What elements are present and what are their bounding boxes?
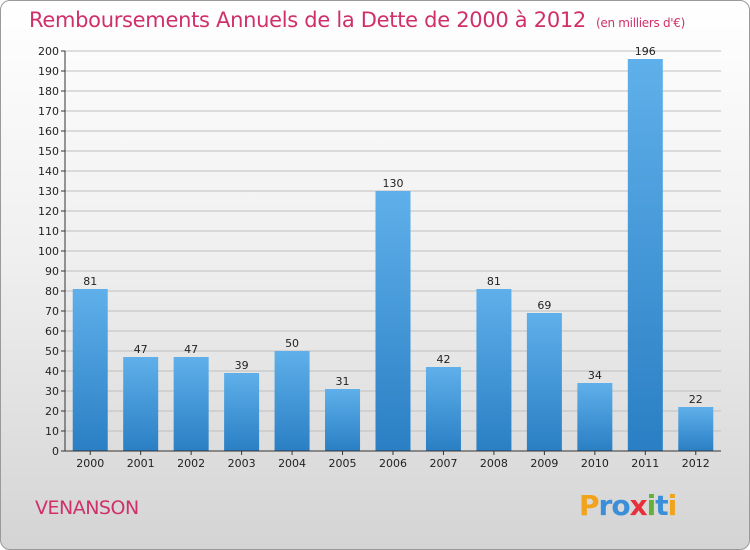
proxiti-logo: Proxiti bbox=[579, 489, 677, 522]
value-label: 81 bbox=[83, 275, 97, 288]
x-tick-label: 2007 bbox=[429, 457, 457, 470]
value-label: 81 bbox=[487, 275, 501, 288]
bar-2004 bbox=[274, 351, 310, 451]
bar-2006 bbox=[375, 191, 411, 451]
bar-2011 bbox=[627, 59, 663, 451]
x-tick-label: 2003 bbox=[228, 457, 256, 470]
value-label: 39 bbox=[235, 359, 249, 372]
bar-2012 bbox=[678, 407, 714, 451]
y-tick-label: 180 bbox=[38, 85, 59, 98]
x-tick-label: 2002 bbox=[177, 457, 205, 470]
y-tick-label: 50 bbox=[45, 345, 59, 358]
y-tick-label: 90 bbox=[45, 265, 59, 278]
bars bbox=[72, 59, 714, 451]
town-name: VENANSON bbox=[35, 497, 139, 519]
y-tick-label: 0 bbox=[52, 445, 59, 458]
x-tick-label: 2004 bbox=[278, 457, 306, 470]
y-tick-label: 110 bbox=[38, 225, 59, 238]
value-label: 130 bbox=[383, 177, 404, 190]
x-tick-label: 2011 bbox=[631, 457, 659, 470]
y-tick-label: 100 bbox=[38, 245, 59, 258]
x-tick-label: 2009 bbox=[530, 457, 558, 470]
bar-2010 bbox=[577, 383, 613, 451]
y-tick-label: 40 bbox=[45, 365, 59, 378]
x-tick-label: 2008 bbox=[480, 457, 508, 470]
y-tick-label: 120 bbox=[38, 205, 59, 218]
bar-2009 bbox=[526, 313, 562, 451]
bar-2005 bbox=[325, 389, 361, 451]
value-label: 42 bbox=[436, 353, 450, 366]
y-tick-label: 140 bbox=[38, 165, 59, 178]
x-tick-label: 2006 bbox=[379, 457, 407, 470]
value-label: 50 bbox=[285, 337, 299, 350]
x-tick-label: 2000 bbox=[76, 457, 104, 470]
x-tick-label: 2012 bbox=[682, 457, 710, 470]
bar-2002 bbox=[173, 357, 209, 451]
bar-2008 bbox=[476, 289, 512, 451]
y-tick-label: 190 bbox=[38, 65, 59, 78]
y-tick-label: 20 bbox=[45, 405, 59, 418]
value-label: 22 bbox=[689, 393, 703, 406]
labels: 0 10 20 30 40 50 60 70 80 90 100 110 120 130 140 150 160… bbox=[38, 45, 710, 470]
bar-2007 bbox=[425, 367, 461, 451]
value-label: 196 bbox=[635, 45, 656, 58]
value-label: 34 bbox=[588, 369, 602, 382]
y-tick-label: 160 bbox=[38, 125, 59, 138]
x-tick-label: 2001 bbox=[127, 457, 155, 470]
bar-2003 bbox=[224, 373, 260, 451]
value-label: 69 bbox=[537, 299, 551, 312]
y-tick-label: 130 bbox=[38, 185, 59, 198]
x-tick-label: 2010 bbox=[581, 457, 609, 470]
y-tick-label: 80 bbox=[45, 285, 59, 298]
x-tick-label: 2005 bbox=[329, 457, 357, 470]
bar-2000 bbox=[72, 289, 108, 451]
y-tick-label: 200 bbox=[38, 45, 59, 58]
y-tick-label: 10 bbox=[45, 425, 59, 438]
value-label: 47 bbox=[184, 343, 198, 356]
y-tick-label: 60 bbox=[45, 325, 59, 338]
y-tick-label: 150 bbox=[38, 145, 59, 158]
bar-2001 bbox=[123, 357, 159, 451]
chart-subtitle: (en milliers d'€) bbox=[596, 16, 686, 30]
value-label: 47 bbox=[134, 343, 148, 356]
y-tick-label: 70 bbox=[45, 305, 59, 318]
y-tick-label: 30 bbox=[45, 385, 59, 398]
value-label: 31 bbox=[336, 375, 350, 388]
chart-title: Remboursements Annuels de la Dette de 20… bbox=[29, 8, 685, 32]
axes bbox=[61, 50, 721, 455]
title-text: Remboursements Annuels de la Dette de 20… bbox=[29, 8, 586, 32]
y-tick-label: 170 bbox=[38, 105, 59, 118]
